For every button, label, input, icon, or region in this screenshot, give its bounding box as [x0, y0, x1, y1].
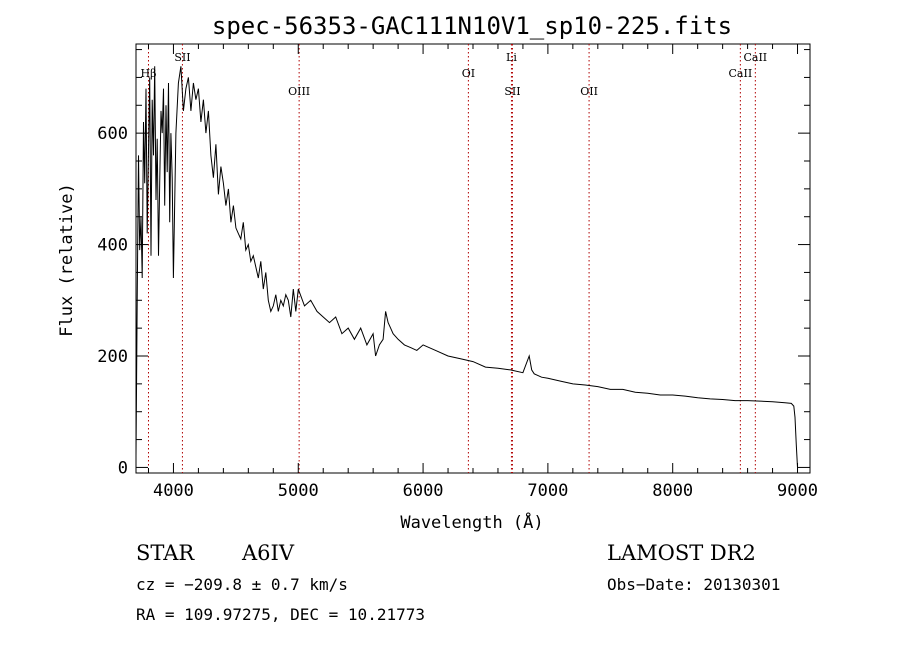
x-tick-label: 6000 [403, 481, 444, 501]
axis-ticks-layer: 4000 5000 6000 7000 8000 9000 0 200 400 600 [97, 44, 818, 501]
spectral-line-label: CaII [729, 67, 753, 80]
spectral-line-label: OI [462, 67, 475, 80]
object-subclass: A6IV [241, 541, 295, 565]
x-tick-label: 7000 [527, 481, 568, 501]
spectral-line-label: Hβ [141, 67, 157, 80]
x-tick-label: 5000 [278, 481, 319, 501]
x-axis-label: Wavelength (Å) [400, 511, 543, 533]
spectrum-line [135, 66, 798, 468]
spectral-line-label: CaII [743, 51, 767, 64]
observation-date: Obs−Date: 20130301 [607, 575, 780, 594]
y-tick-label: 400 [97, 236, 128, 256]
x-tick-label: 8000 [652, 481, 693, 501]
coordinates: RA = 109.97275, DEC = 10.21773 [136, 605, 425, 624]
spectral-line-label: Li [506, 51, 517, 64]
spectral-line-label: OII [580, 85, 598, 98]
plot-frame [135, 43, 811, 474]
y-axis-label: Flux (relative) [57, 183, 77, 337]
y-tick-label: 600 [97, 124, 128, 144]
x-tick-label: 9000 [777, 481, 818, 501]
survey-label: LAMOST DR2 [607, 541, 756, 565]
spectral-lines-layer: Hβ SII OIII OI Li SII OII CaII CaII [141, 44, 767, 473]
spectral-line-label: SII [174, 51, 190, 64]
redshift-cz: cz = −209.8 ± 0.7 km/s [136, 575, 348, 594]
x-tick-label: 4000 [153, 481, 194, 501]
object-class: STAR [136, 541, 195, 565]
y-tick-label: 200 [97, 347, 128, 367]
y-tick-label: 0 [118, 458, 128, 478]
spectral-line-label: SII [504, 85, 520, 98]
chart-title: spec-56353-GAC111N10V1_sp10-225.fits [212, 12, 732, 40]
spectral-line-label: OIII [288, 85, 310, 98]
